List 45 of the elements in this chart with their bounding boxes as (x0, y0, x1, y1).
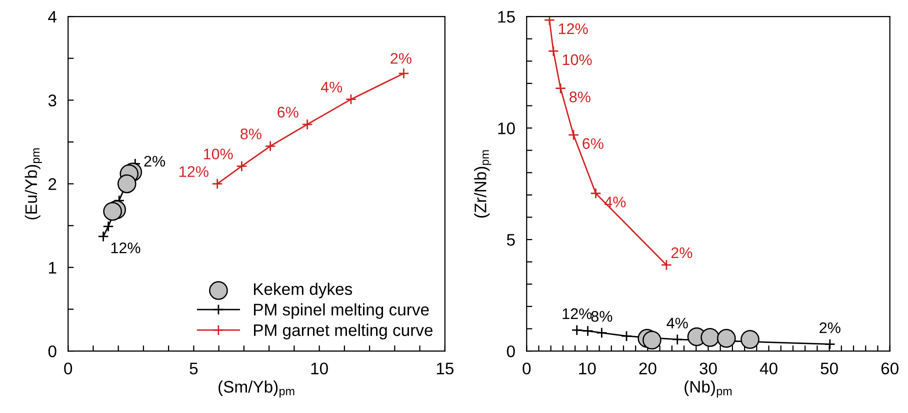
annotation: 10% (562, 54, 592, 66)
y-tick-label: 0 (48, 345, 56, 358)
y-tick-label: 1 (48, 262, 56, 274)
annotation: 12% (558, 23, 588, 34)
x-tick-label: 0 (64, 362, 72, 374)
annotation: 12% (180, 166, 208, 177)
y-tick-label: 5 (506, 234, 515, 246)
annotation: 4% (604, 196, 626, 208)
x-tick-label: 40 (760, 362, 778, 374)
annotation: 6% (582, 138, 604, 149)
x-tick-label: 20 (639, 362, 656, 374)
annotation: 6% (278, 106, 298, 118)
legend-label: Kekem dykes (254, 282, 352, 298)
x-tick-label: 50 (820, 362, 838, 374)
annotation: 4% (666, 318, 688, 328)
x-tick-label: 30 (700, 362, 717, 374)
x-tick-label: 10 (311, 362, 328, 374)
y-tick-label: 10 (498, 122, 515, 134)
y-tick-label: 2 (48, 178, 56, 190)
x-tick-label: 60 (881, 362, 898, 374)
annotation: 2% (390, 53, 412, 64)
y-axis-title: (Eu/Yb)$_{pm}$ (24, 148, 42, 220)
annotation: 10% (204, 148, 233, 160)
annotation: 4% (320, 82, 342, 92)
x-tick-label: 0 (522, 362, 531, 374)
annotation: 8% (570, 92, 590, 102)
annotation: 2% (671, 247, 692, 258)
x-tick-label: 5 (190, 362, 198, 374)
y-axis-title: (Zr/Nb)$_{pm}$ (474, 150, 492, 218)
annotation: 12% (562, 308, 592, 320)
y-tick-label: 3 (48, 94, 56, 106)
y-tick-label: 4 (48, 11, 56, 23)
y-tick-label: 0 (506, 345, 515, 358)
x-axis-title: (Sm/Yb)$_{pm}$ (218, 380, 294, 398)
x-tick-label: 10 (579, 362, 596, 374)
annotation: 8% (240, 128, 262, 140)
annotation: 12% (111, 242, 140, 254)
annotation: 2% (820, 322, 840, 334)
x-tick-label: 15 (436, 362, 454, 374)
annotation: 2% (144, 156, 166, 167)
annotation: 8% (591, 310, 612, 322)
legend-label: PM spinel melting curve (254, 303, 429, 319)
legend-label: PM garnet melting curve (254, 324, 433, 340)
y-tick-label: 15 (498, 11, 515, 23)
x-axis-title: (Nb)$_{pm}$ (684, 380, 732, 398)
